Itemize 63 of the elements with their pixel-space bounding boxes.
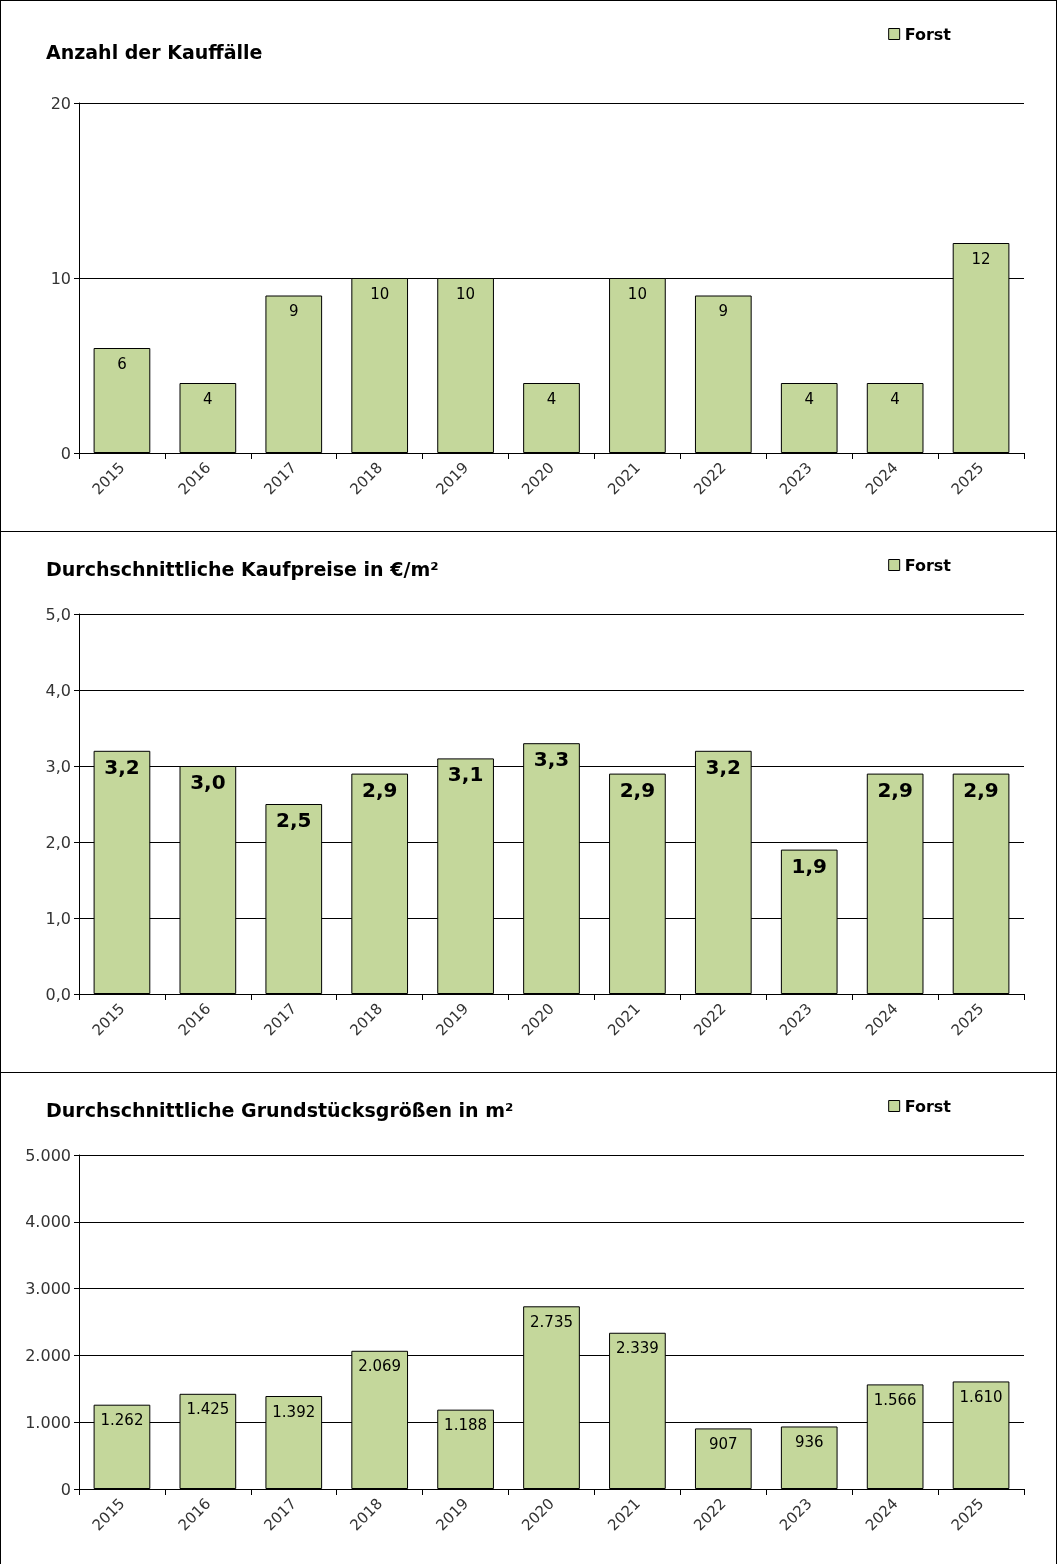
- chart-title: Durchschnittliche Grundstücksgrößen in m²: [46, 1098, 514, 1121]
- legend-label: Forst: [904, 1096, 952, 1116]
- data-label: 4: [890, 389, 900, 408]
- y-tick-label: 20: [50, 93, 71, 113]
- data-label: 9: [718, 302, 729, 320]
- data-label: 1.566: [873, 1390, 917, 1409]
- data-label: 2.735: [530, 1312, 573, 1331]
- data-label: 936: [794, 1432, 824, 1451]
- data-label: 10: [627, 284, 647, 303]
- bar: [265, 295, 323, 453]
- data-label: 2,9: [361, 777, 398, 802]
- data-label: 10: [370, 284, 390, 303]
- data-label: 2.339: [615, 1339, 659, 1358]
- data-label: 2,9: [963, 777, 999, 802]
- data-label: 3,1: [447, 762, 484, 787]
- data-label: 9: [289, 302, 299, 320]
- y-tick-label: 1.000: [25, 1412, 71, 1432]
- chart-title: Anzahl der Kauffälle: [46, 40, 263, 63]
- y-tick-label: 3,0: [45, 756, 71, 776]
- y-tick-label: 0: [60, 1479, 71, 1499]
- data-label: 1,9: [791, 853, 827, 878]
- data-label: 2,9: [619, 777, 656, 802]
- legend-label: Forst: [904, 555, 952, 575]
- data-label: 10: [456, 284, 476, 303]
- chart-title: Durchschnittliche Kaufpreise in €/m²: [46, 557, 439, 580]
- data-label: 2.069: [358, 1357, 402, 1376]
- y-tick-label: 10: [50, 268, 71, 288]
- bar: [694, 295, 752, 453]
- data-label: 2,5: [276, 808, 312, 832]
- bar: [93, 348, 151, 453]
- data-label: 1.610: [959, 1387, 1003, 1406]
- y-tick-label: 3.000: [25, 1279, 71, 1299]
- data-label: 3,2: [705, 754, 742, 779]
- data-label: 3,3: [533, 747, 570, 772]
- data-label: 4: [203, 389, 213, 408]
- bar: [780, 1426, 838, 1489]
- y-tick-label: 4,0: [45, 680, 71, 700]
- data-label: 907: [709, 1434, 738, 1453]
- bar: [780, 383, 838, 453]
- bar: [694, 1428, 752, 1489]
- legend-label: Forst: [904, 24, 952, 44]
- y-tick-label: 5,0: [45, 604, 71, 624]
- y-tick-label: 4.000: [25, 1212, 71, 1232]
- data-label: 4: [546, 389, 557, 408]
- data-label: 1.262: [100, 1411, 144, 1430]
- data-label: 4: [804, 389, 814, 408]
- y-tick-label: 5.000: [25, 1145, 71, 1165]
- y-tick-label: 1,0: [45, 908, 71, 928]
- y-tick-label: 2,0: [45, 832, 71, 852]
- y-tick-label: 2.000: [25, 1345, 71, 1365]
- y-tick-label: 0: [60, 443, 71, 463]
- data-label: 2,9: [877, 777, 913, 802]
- data-label: 3,0: [190, 770, 226, 794]
- bar: [866, 383, 924, 453]
- data-label: 3,2: [104, 754, 140, 779]
- y-tick-label: 0,0: [45, 984, 71, 1004]
- bar: [179, 383, 237, 453]
- data-label: 12: [971, 249, 991, 268]
- bar: [523, 383, 580, 453]
- data-label: 1.425: [186, 1400, 230, 1419]
- data-label: 1.188: [444, 1416, 488, 1435]
- data-label: 1.392: [272, 1402, 316, 1421]
- data-label: 6: [117, 354, 127, 373]
